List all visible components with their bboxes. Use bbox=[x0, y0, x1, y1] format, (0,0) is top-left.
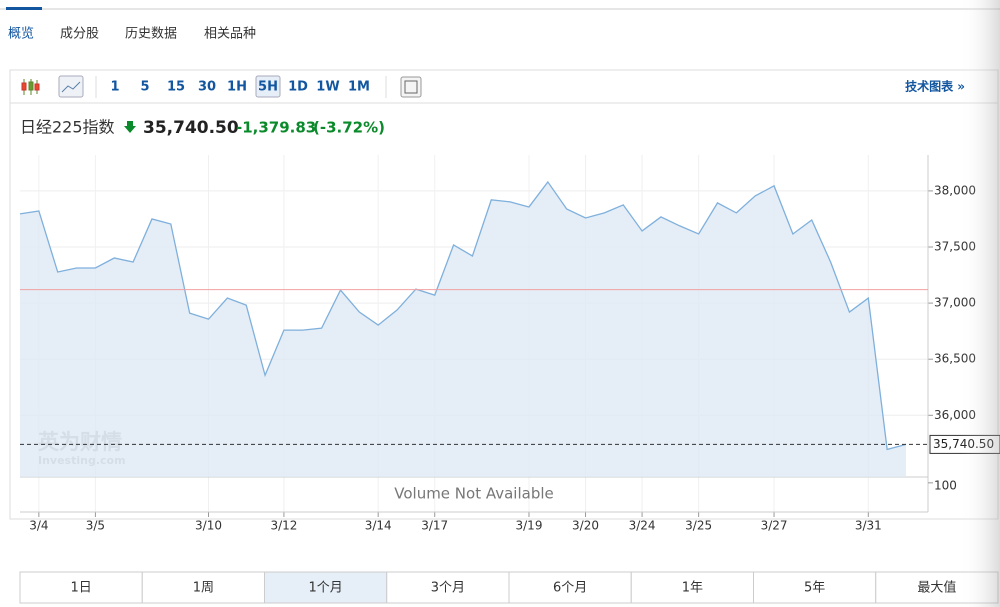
x-tick-label: 3/19 bbox=[516, 519, 543, 533]
x-tick-label: 3/31 bbox=[855, 519, 882, 533]
candle-icon[interactable] bbox=[21, 79, 40, 95]
area-fill bbox=[20, 181, 906, 478]
range-button[interactable]: 5年 bbox=[804, 581, 825, 596]
tab[interactable]: 成分股 bbox=[60, 27, 99, 42]
x-tick-label: 3/14 bbox=[365, 519, 392, 533]
interval-button[interactable]: 5H bbox=[258, 80, 278, 95]
range-button[interactable]: 3个月 bbox=[431, 581, 465, 596]
range-button-bg[interactable] bbox=[19, 571, 143, 604]
quote-price: 35,740.50 bbox=[143, 118, 239, 138]
x-tick-label: 3/17 bbox=[421, 519, 448, 533]
range-button[interactable]: 1个月 bbox=[308, 581, 342, 596]
range-button[interactable]: 6个月 bbox=[553, 581, 587, 596]
range-button[interactable]: 最大值 bbox=[917, 580, 956, 596]
x-tick-label: 3/27 bbox=[761, 519, 788, 533]
range-button-bg[interactable] bbox=[753, 571, 877, 604]
interval-button[interactable]: 1W bbox=[316, 80, 339, 95]
settings-icon-inner bbox=[404, 80, 418, 94]
range-button[interactable]: 1日 bbox=[70, 581, 91, 596]
interval-button[interactable]: 1H bbox=[227, 80, 247, 95]
tab[interactable]: 相关品种 bbox=[204, 27, 256, 42]
area-icon-line bbox=[61, 81, 81, 93]
edge-shadow bbox=[960, 0, 1000, 607]
x-tick-label: 3/4 bbox=[29, 519, 48, 533]
toolbar bbox=[9, 69, 999, 104]
range-button-bg[interactable] bbox=[386, 571, 510, 604]
tab[interactable]: 概览 bbox=[8, 26, 34, 42]
x-tick-label: 3/10 bbox=[195, 519, 222, 533]
interval-button[interactable]: 1D bbox=[288, 80, 308, 95]
interval-active-bg bbox=[255, 75, 281, 98]
quote-change-pct: (-3.72%) bbox=[313, 119, 385, 137]
interval-button[interactable]: 1 bbox=[110, 80, 119, 95]
tab-bar-border bbox=[0, 8, 1000, 10]
x-tick-label: 3/12 bbox=[270, 519, 297, 533]
interval-button[interactable]: 15 bbox=[167, 80, 185, 95]
volume-tick-label: 100 bbox=[934, 478, 957, 492]
area-icon[interactable] bbox=[58, 75, 84, 98]
volume-note: Volume Not Available bbox=[394, 485, 554, 503]
interval-button[interactable]: 1M bbox=[348, 80, 370, 95]
technical-chart-link[interactable]: 技术图表 » bbox=[905, 79, 965, 94]
x-tick-label: 3/25 bbox=[685, 519, 712, 533]
x-tick-label: 3/5 bbox=[86, 519, 105, 533]
active-tab-indicator bbox=[6, 7, 42, 10]
settings-icon[interactable] bbox=[400, 76, 422, 98]
x-tick-label: 3/24 bbox=[629, 519, 656, 533]
interval-button[interactable]: 5 bbox=[140, 80, 149, 95]
quote-name: 日经225指数 bbox=[20, 118, 115, 137]
down-arrow bbox=[124, 121, 136, 133]
price-line bbox=[19, 180, 907, 451]
tab[interactable]: 历史数据 bbox=[125, 27, 177, 42]
x-tick-label: 3/20 bbox=[572, 519, 599, 533]
range-button[interactable]: 1周 bbox=[193, 581, 214, 596]
range-button[interactable]: 1年 bbox=[682, 581, 703, 596]
range-button-bg[interactable] bbox=[630, 571, 754, 604]
interval-button[interactable]: 30 bbox=[198, 80, 216, 95]
quote-change: -1,379.83 bbox=[236, 119, 316, 137]
